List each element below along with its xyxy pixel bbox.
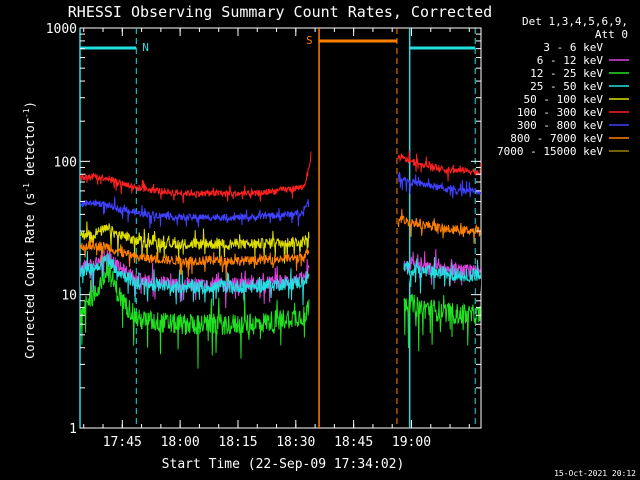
y-tick-label: 10 bbox=[61, 289, 77, 304]
y-axis-label: Corrected Count Rate (s-1 detector-1) bbox=[22, 101, 37, 359]
series-line bbox=[80, 261, 310, 369]
series-line bbox=[80, 221, 310, 264]
legend-entry-label: 6 - 12 keV bbox=[537, 54, 604, 67]
x-tick-label: 18:15 bbox=[218, 435, 257, 450]
axes: 17:45 18:00 18:15 18:30 18:45 19:00 1 10 100 1000 bbox=[46, 22, 481, 450]
series-line bbox=[80, 239, 310, 281]
legend-entry-label: 25 - 50 keV bbox=[530, 80, 603, 93]
series-line bbox=[80, 262, 310, 336]
saa-label: S bbox=[306, 34, 313, 47]
series-line bbox=[397, 209, 481, 244]
legend-entry-label: 3 - 6 keV bbox=[543, 41, 603, 54]
series-line bbox=[397, 150, 481, 182]
legend-header-detectors: Det 1,3,4,5,6,9, bbox=[522, 15, 628, 28]
series-lines bbox=[80, 150, 481, 369]
legend-entry-label: 100 - 300 keV bbox=[517, 106, 603, 119]
legend-entry-label: 12 - 25 keV bbox=[530, 67, 603, 80]
legend-entry-label: 50 - 100 keV bbox=[524, 93, 604, 106]
series-line bbox=[403, 260, 481, 316]
x-tick-label: 17:45 bbox=[103, 435, 142, 450]
chart-title: RHESSI Observing Summary Count Rates, Co… bbox=[68, 3, 492, 21]
x-tick-label: 18:00 bbox=[161, 435, 200, 450]
footer-timestamp: 15-Oct-2021 20:12 bbox=[554, 469, 636, 478]
night-label: N bbox=[142, 41, 149, 54]
y-tick-label: 1000 bbox=[46, 22, 77, 37]
series-line bbox=[80, 196, 310, 229]
series-line bbox=[403, 293, 481, 352]
legend-entry-label: 300 - 800 keV bbox=[517, 119, 603, 132]
series-line bbox=[80, 250, 310, 306]
x-tick-label: 18:30 bbox=[276, 435, 315, 450]
series-line bbox=[403, 257, 481, 294]
series-line bbox=[397, 171, 481, 199]
x-tick-label: 19:00 bbox=[392, 435, 431, 450]
series-line bbox=[80, 151, 312, 204]
x-tick-label: 18:45 bbox=[334, 435, 373, 450]
legend-header-attenuator: Att 0 bbox=[595, 28, 628, 41]
x-axis-label: Start Time (22-Sep-09 17:34:02) bbox=[162, 457, 405, 472]
y-tick-label: 1 bbox=[69, 422, 77, 437]
y-tick-label: 100 bbox=[54, 155, 77, 170]
legend-entry-label: 800 - 7000 keV bbox=[510, 132, 603, 145]
legend-entry-label: 7000 - 15000 keV bbox=[497, 145, 603, 158]
annotations: NS bbox=[79, 28, 476, 428]
